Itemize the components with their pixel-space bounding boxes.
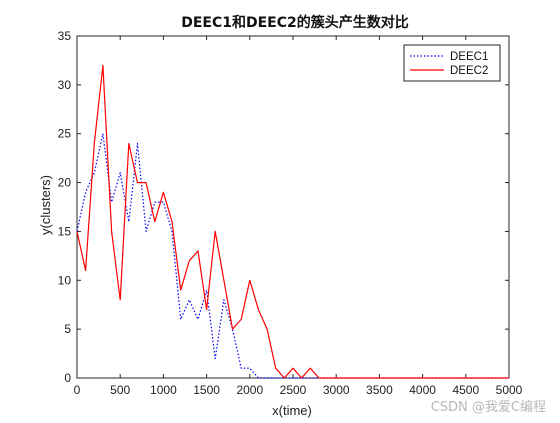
x-axis-label: x(time)	[272, 403, 312, 418]
y-tick-label: 5	[64, 322, 71, 336]
series-line-deec2	[76, 64, 509, 379]
legend-label-deec2: DEEC2	[450, 65, 488, 77]
x-tick-label: 0	[74, 383, 81, 397]
y-tick-label: 10	[58, 273, 72, 287]
y-tick-label: 30	[58, 78, 72, 92]
y-tick-label: 0	[64, 371, 71, 385]
x-tick-label: 1000	[150, 383, 177, 397]
legend-label-deec1: DEEC1	[450, 51, 488, 63]
x-tick-label: 4500	[452, 383, 479, 397]
y-tick-label: 20	[58, 176, 72, 190]
x-tick-label: 2000	[236, 383, 263, 397]
y-axis-label: y(clusters)	[38, 175, 53, 235]
axes-box	[76, 35, 510, 379]
x-tick-label: 4000	[409, 383, 436, 397]
y-tick-label: 15	[58, 224, 72, 238]
watermark-text: CSDN @我爱C编程	[430, 400, 546, 415]
chart-title: DEEC1和DEEC2的簇头产生数对比	[181, 14, 409, 31]
x-tick-label: 1500	[193, 383, 220, 397]
y-tick-label: 35	[58, 29, 72, 43]
x-tick-label: 500	[110, 383, 130, 397]
x-tick-label: 2500	[280, 383, 307, 397]
y-tick-label: 25	[58, 127, 72, 141]
legend-box	[403, 44, 501, 82]
x-tick-label: 3000	[323, 383, 350, 397]
x-tick-label: 5000	[496, 383, 523, 397]
x-tick-label: 3500	[366, 383, 393, 397]
plot-area: 0 500 1000 1500 2000 2500 3000 3500 4000 4500 5000…	[58, 29, 523, 397]
